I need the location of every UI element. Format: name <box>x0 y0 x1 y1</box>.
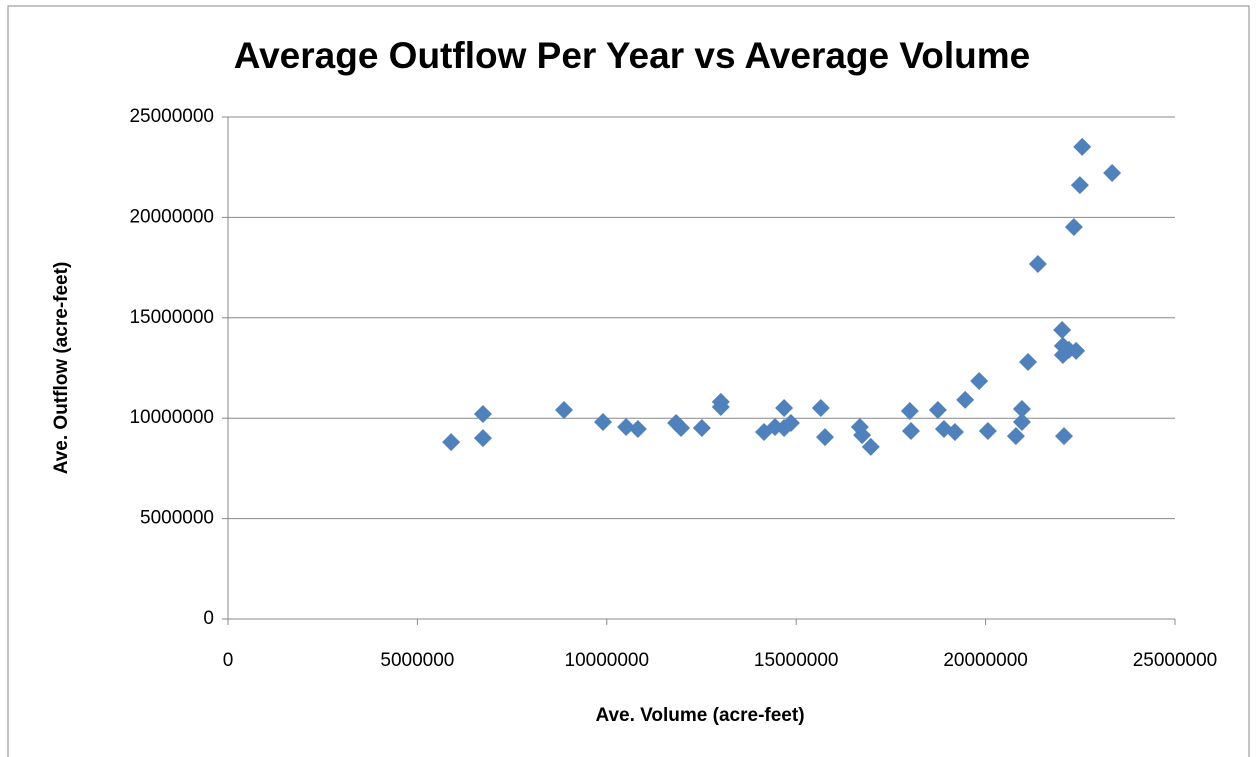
y-tick-label: 25000000 <box>129 106 214 127</box>
chart-frame <box>7 5 1250 757</box>
point <box>1006 427 1025 446</box>
point <box>692 419 711 438</box>
point <box>1019 352 1038 371</box>
y-axis-title: Ave. Outflow (acre-feet) <box>51 262 72 475</box>
point <box>861 437 880 456</box>
point <box>945 423 964 442</box>
y-tick-label: 0 <box>203 608 214 629</box>
point <box>628 420 647 439</box>
point <box>901 422 920 441</box>
point <box>617 418 636 437</box>
point <box>1064 218 1083 237</box>
point <box>900 401 919 420</box>
point <box>928 400 947 419</box>
point <box>956 390 975 409</box>
x-axis-title: Ave. Volume (acre-feet) <box>595 705 804 726</box>
y-tick-label: 5000000 <box>140 508 214 529</box>
point <box>853 426 872 445</box>
point <box>1028 254 1047 273</box>
chart-title: Average Outflow Per Year vs Average Volu… <box>234 35 1031 76</box>
point <box>978 422 997 441</box>
x-tick-label: 0 <box>223 650 234 671</box>
point <box>1073 137 1092 156</box>
x-tick-label: 10000000 <box>565 650 650 671</box>
point <box>815 428 834 447</box>
point <box>811 398 830 417</box>
point <box>970 372 989 391</box>
point <box>711 397 730 416</box>
point <box>672 419 691 438</box>
point <box>1055 427 1074 446</box>
point <box>1067 341 1086 360</box>
x-tick-label: 25000000 <box>1133 650 1218 671</box>
point <box>594 413 613 432</box>
point <box>1012 399 1031 418</box>
point <box>781 414 800 433</box>
point <box>442 433 461 452</box>
y-tick-label: 10000000 <box>129 407 214 428</box>
y-tick-label: 20000000 <box>129 206 214 227</box>
point <box>775 398 794 417</box>
x-tick-label: 20000000 <box>943 650 1028 671</box>
point <box>1070 176 1089 195</box>
point <box>473 404 492 423</box>
point <box>1012 413 1031 432</box>
point <box>1103 164 1122 183</box>
point <box>473 429 492 448</box>
y-tick-label: 15000000 <box>129 307 214 328</box>
x-tick-label: 15000000 <box>754 650 839 671</box>
point <box>554 400 573 419</box>
x-tick-label: 5000000 <box>380 650 454 671</box>
point <box>1053 321 1072 340</box>
